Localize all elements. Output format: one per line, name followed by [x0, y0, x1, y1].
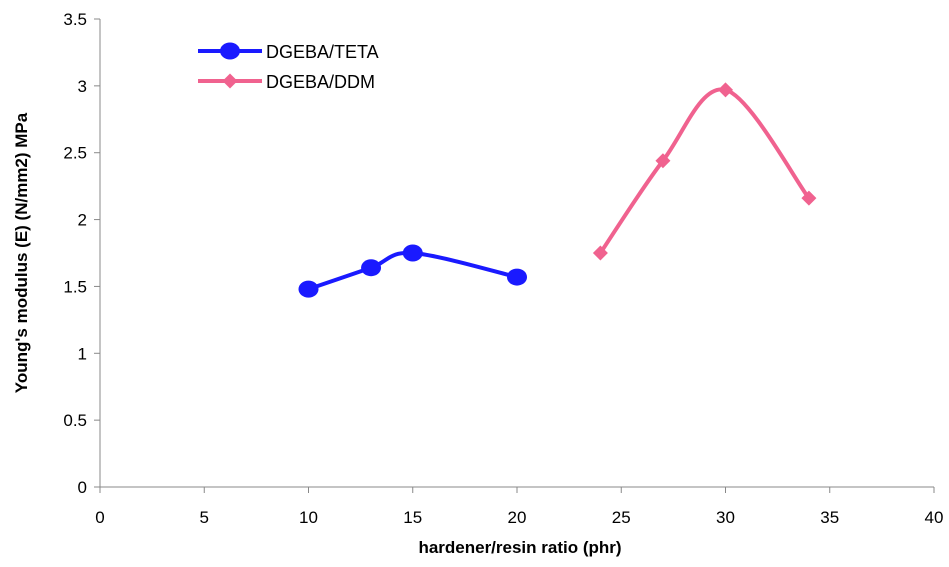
legend-marker: [220, 42, 240, 60]
data-point: [592, 245, 608, 261]
series-line: [598, 87, 811, 255]
x-tick-label: 35: [820, 508, 839, 527]
legend-label: DGEBA/DDM: [266, 72, 375, 92]
y-tick-label: 1: [78, 344, 87, 363]
x-tick-label: 20: [508, 508, 527, 527]
legend-marker: [222, 73, 238, 89]
x-axis-title: hardener/resin ratio (phr): [418, 538, 621, 557]
x-tick-label: 15: [403, 508, 422, 527]
y-tick-label: 0.5: [63, 411, 87, 430]
x-tick-label: 5: [200, 508, 209, 527]
legend-label: DGEBA/TETA: [266, 42, 379, 62]
y-tick-label: 0: [78, 478, 87, 497]
x-tick-label: 25: [612, 508, 631, 527]
data-point: [361, 259, 382, 277]
series-dgeba-ddm: [592, 82, 817, 261]
data-point: [718, 82, 733, 98]
series-dgeba-teta: [298, 244, 527, 298]
y-tick-label: 3: [78, 77, 87, 96]
x-tick-label: 40: [925, 508, 944, 527]
x-tick-label: 0: [95, 508, 104, 527]
data-point: [298, 280, 319, 298]
y-tick-label: 2.5: [63, 144, 87, 163]
data-point: [801, 190, 817, 206]
data-point: [655, 153, 671, 169]
y-tick-label: 2: [78, 211, 87, 230]
data-point: [402, 244, 423, 262]
axes: 0 0.5 1 1.5 2 2.5 3 3.5 0 5 10 15 20 25 30 35 40: [63, 10, 943, 527]
y-tick-label: 3.5: [63, 10, 87, 29]
data-point: [507, 268, 527, 286]
legend-entry: DGEBA/DDM: [198, 72, 375, 92]
y-axis-title: Young's modulus (E) (N/mm2) MPa: [12, 112, 31, 393]
series-layer: [298, 82, 817, 298]
y-tick-label: 1.5: [63, 277, 87, 296]
legend-entry: DGEBA/TETA: [198, 42, 379, 62]
legend: DGEBA/TETA DGEBA/DDM: [198, 42, 379, 92]
series-line: [306, 250, 519, 292]
x-tick-label: 30: [716, 508, 735, 527]
x-tick-label: 10: [299, 508, 318, 527]
